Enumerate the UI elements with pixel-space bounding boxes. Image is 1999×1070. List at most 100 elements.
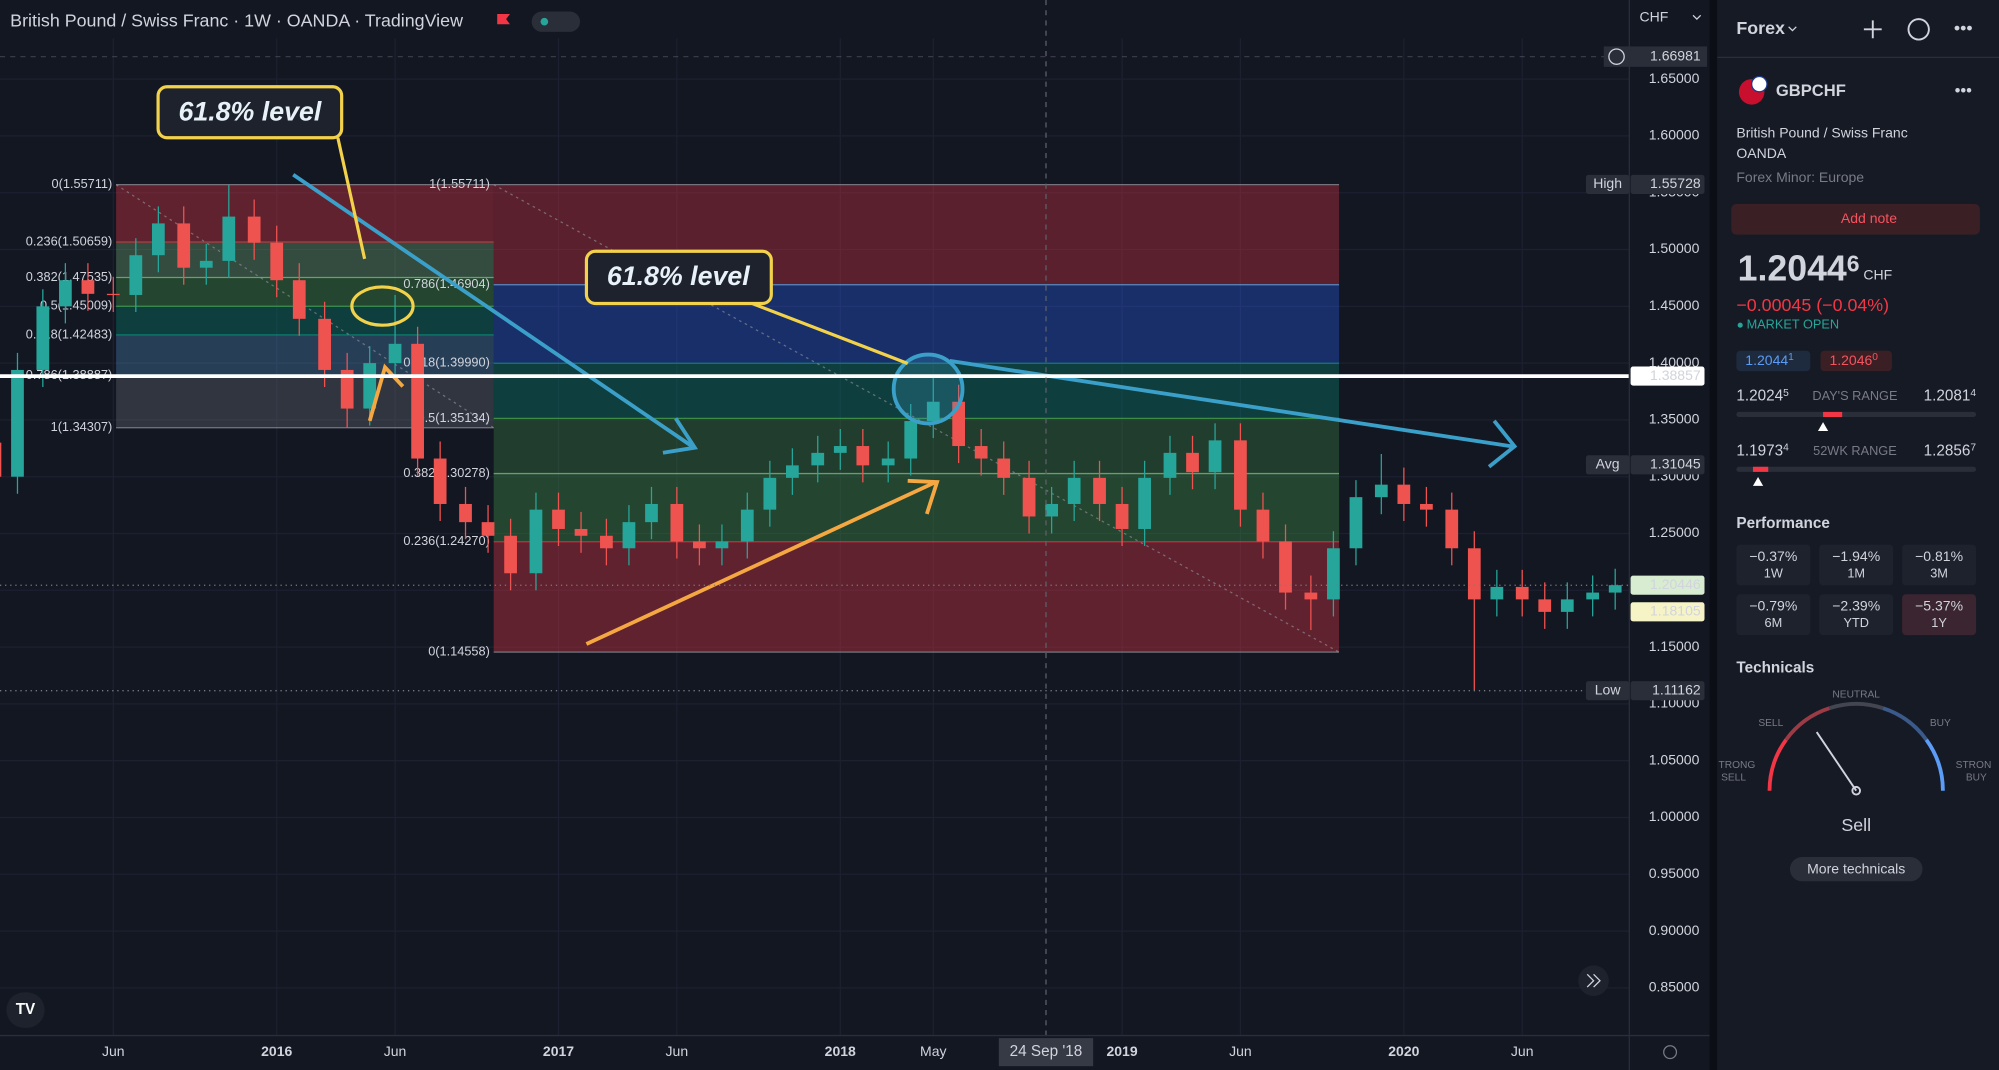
performance-box xyxy=(1819,594,1894,636)
axes: 0.850000.900000.950001.000001.050001.100… xyxy=(102,46,1708,1067)
price-tag-name: Low xyxy=(1595,681,1622,697)
candle-body xyxy=(1349,497,1363,549)
arrow-head xyxy=(907,478,940,515)
candle-body xyxy=(881,458,895,466)
add-note-label[interactable]: Add note xyxy=(1841,210,1897,226)
candle-body xyxy=(1445,509,1459,549)
candle-body xyxy=(811,452,825,466)
y-tick-label: 0.90000 xyxy=(1649,922,1700,938)
watchlist-title[interactable]: Forex xyxy=(1736,18,1785,38)
divider xyxy=(1709,0,1718,1070)
price-tag-value: 1.38857 xyxy=(1650,367,1701,383)
range-label: DAY'S RANGE xyxy=(1812,388,1897,403)
performance-period: 1Y xyxy=(1931,615,1947,630)
range-low: 1.19734 xyxy=(1736,442,1789,459)
bid: 1.20441 xyxy=(1745,352,1794,368)
candle-body xyxy=(552,509,565,529)
ask-box xyxy=(1820,350,1892,372)
arrow-head xyxy=(1487,419,1518,469)
callout-text: 61.8% level xyxy=(178,97,321,127)
candle-body xyxy=(1256,509,1270,542)
performance-value: −0.37% xyxy=(1749,548,1797,564)
x-tick-label: Jun xyxy=(1229,1043,1252,1059)
candle-body xyxy=(481,522,495,536)
currency[interactable]: CHF xyxy=(1639,9,1668,25)
flag-icon xyxy=(1751,75,1768,93)
candle-body xyxy=(177,223,191,268)
candle-body xyxy=(670,503,684,542)
flag-icon[interactable] xyxy=(497,14,510,25)
x-tick-label: Jun xyxy=(1511,1043,1534,1059)
range-main: 1.2856 xyxy=(1924,443,1971,460)
tv-logo[interactable]: TV xyxy=(6,992,45,1028)
add-icon[interactable] xyxy=(1863,20,1882,39)
callout-box xyxy=(584,249,773,306)
candle-body xyxy=(0,442,2,477)
candle-body xyxy=(645,503,658,523)
x-tick-label: 2016 xyxy=(261,1043,292,1059)
technical-rating: Sell xyxy=(1841,815,1871,835)
gauge-needle xyxy=(1815,731,1858,792)
candle-body xyxy=(81,280,95,294)
candle-body xyxy=(459,503,472,523)
candle-body xyxy=(270,242,284,281)
highlight-ellipse xyxy=(350,285,415,327)
performance-box xyxy=(1736,594,1811,636)
candle-body xyxy=(1022,477,1036,517)
ask-pip: 0 xyxy=(1872,352,1878,363)
range-label: 52WK RANGE xyxy=(1813,443,1897,458)
candle-body xyxy=(1234,440,1247,510)
chart-icon[interactable] xyxy=(1907,18,1930,41)
range-high: 1.28567 xyxy=(1924,442,1977,459)
candle-body xyxy=(740,509,754,542)
category: Forex Minor: Europe xyxy=(1736,169,1864,185)
more-icon[interactable]: ••• xyxy=(1955,81,1973,100)
performance-value: −1.94% xyxy=(1832,548,1880,564)
exchange: OANDA xyxy=(1736,145,1786,161)
price-tag xyxy=(1630,575,1705,595)
add-note-button[interactable] xyxy=(1731,204,1980,235)
gauge-arc xyxy=(1767,738,1788,791)
range-main: 1.1973 xyxy=(1736,443,1783,460)
more-technicals-button[interactable] xyxy=(1789,857,1923,882)
crosshair-plus xyxy=(1608,48,1625,65)
performance-box xyxy=(1736,544,1811,586)
price-tag-name-box xyxy=(1585,174,1630,195)
candle-body xyxy=(292,280,306,319)
price-tag-value: 1.20446 xyxy=(1650,576,1701,592)
crosshair-price: 1.66981 xyxy=(1650,47,1701,63)
range-fill xyxy=(1823,411,1843,418)
toggle[interactable] xyxy=(531,11,581,32)
settings-icon[interactable] xyxy=(1663,1045,1678,1060)
y-tick-label: 1.40000 xyxy=(1649,354,1700,370)
y-tick-label: 1.25000 xyxy=(1649,524,1700,540)
callout-text: 61.8% level xyxy=(607,261,750,291)
toggle-dot xyxy=(540,17,549,26)
price-tag-value: 1.11162 xyxy=(1652,681,1701,697)
x-tick-label: 2018 xyxy=(825,1043,856,1059)
gauge-arc xyxy=(1828,702,1884,711)
fib-band xyxy=(493,473,1340,542)
candle-body xyxy=(715,541,729,549)
candle-body xyxy=(622,522,636,549)
ask-main: 1.2046 xyxy=(1829,352,1872,368)
price-main: 1.2044 xyxy=(1738,249,1847,289)
arrow xyxy=(292,173,694,448)
performance-period: 3M xyxy=(1930,565,1948,580)
annotations xyxy=(156,85,1518,646)
range-marker xyxy=(1752,476,1764,486)
candle-body xyxy=(1279,541,1292,593)
fib-band xyxy=(116,375,494,428)
range-fill xyxy=(1752,466,1769,472)
more-technicals-label[interactable]: More technicals xyxy=(1807,860,1905,876)
candle-body xyxy=(1045,503,1058,517)
candle-body xyxy=(1420,503,1433,510)
more-icon[interactable]: ••• xyxy=(1954,18,1973,38)
candle-body xyxy=(1067,477,1081,504)
scroll-button[interactable] xyxy=(1578,965,1609,997)
fib-label: 0(1.14558) xyxy=(428,643,490,658)
price-tag-name-box xyxy=(1585,681,1630,701)
fib-label: 0.786(1.46904) xyxy=(403,276,489,291)
candle-body xyxy=(411,343,424,459)
candle-body xyxy=(1138,477,1151,529)
